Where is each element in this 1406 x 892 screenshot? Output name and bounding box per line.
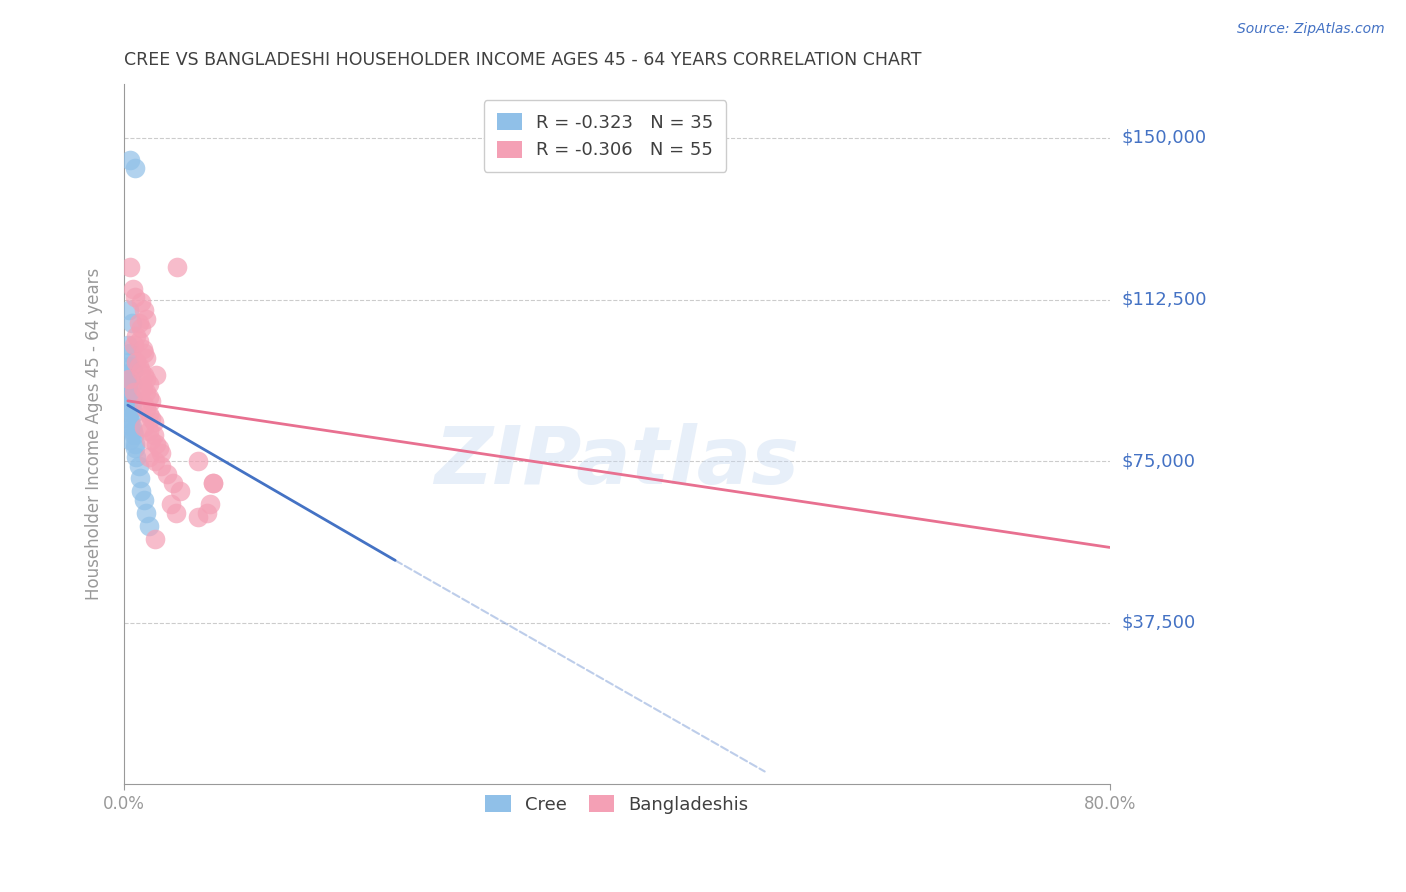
Point	[131, 484, 153, 499]
Point	[120, 153, 142, 167]
Point	[135, 372, 157, 386]
Point	[120, 433, 142, 447]
Point	[118, 355, 141, 369]
Point	[121, 316, 143, 330]
Point	[122, 338, 145, 352]
Point	[121, 393, 143, 408]
Point	[135, 402, 157, 417]
Point	[195, 506, 218, 520]
Point	[129, 471, 152, 485]
Point	[141, 411, 163, 425]
Point	[201, 475, 224, 490]
Point	[135, 351, 157, 365]
Point	[128, 359, 150, 374]
Point	[131, 294, 153, 309]
Point	[120, 416, 142, 430]
Point	[122, 385, 145, 400]
Text: $112,500: $112,500	[1122, 291, 1206, 309]
Text: CREE VS BANGLADESHI HOUSEHOLDER INCOME AGES 45 - 64 YEARS CORRELATION CHART: CREE VS BANGLADESHI HOUSEHOLDER INCOME A…	[124, 51, 922, 69]
Point	[160, 497, 183, 511]
Point	[132, 419, 155, 434]
Point	[169, 484, 191, 499]
Point	[142, 428, 165, 442]
Point	[120, 372, 142, 386]
Point	[124, 442, 146, 456]
Point	[143, 532, 166, 546]
Legend: Cree, Bangladeshis: Cree, Bangladeshis	[474, 784, 759, 824]
Point	[117, 381, 139, 395]
Point	[131, 381, 153, 395]
Point	[118, 368, 141, 382]
Point	[121, 419, 143, 434]
Point	[132, 398, 155, 412]
Point	[121, 364, 143, 378]
Point	[138, 424, 160, 438]
Text: Source: ZipAtlas.com: Source: ZipAtlas.com	[1237, 22, 1385, 37]
Point	[131, 364, 153, 378]
Point	[121, 402, 143, 417]
Point	[132, 346, 155, 360]
Point	[118, 411, 141, 425]
Point	[128, 334, 150, 348]
Point	[200, 497, 222, 511]
Point	[121, 364, 143, 378]
Point	[145, 437, 167, 451]
Point	[124, 437, 146, 451]
Point	[118, 303, 141, 318]
Point	[135, 506, 157, 520]
Point	[120, 398, 142, 412]
Point	[148, 442, 170, 456]
Point	[150, 445, 173, 459]
Y-axis label: Householder Income Ages 45 - 64 years: Householder Income Ages 45 - 64 years	[86, 268, 103, 600]
Point	[141, 393, 163, 408]
Point	[131, 342, 153, 356]
Point	[145, 368, 167, 382]
Point	[118, 385, 141, 400]
Point	[132, 493, 155, 508]
Point	[121, 376, 143, 391]
Point	[122, 428, 145, 442]
Point	[187, 454, 209, 468]
Point	[125, 355, 148, 369]
Point	[125, 329, 148, 343]
Point	[121, 407, 143, 421]
Point	[165, 506, 187, 520]
Point	[166, 260, 188, 275]
Point	[118, 372, 141, 386]
Text: $75,000: $75,000	[1122, 452, 1195, 470]
Point	[117, 338, 139, 352]
Point	[135, 312, 157, 326]
Text: $150,000: $150,000	[1122, 129, 1206, 147]
Point	[132, 303, 155, 318]
Point	[120, 359, 142, 374]
Point	[156, 467, 179, 482]
Point	[128, 316, 150, 330]
Text: $37,500: $37,500	[1122, 614, 1195, 632]
Point	[143, 454, 166, 468]
Point	[124, 161, 146, 176]
Point	[162, 475, 184, 490]
Point	[138, 376, 160, 391]
Point	[187, 510, 209, 524]
Point	[132, 368, 155, 382]
Point	[135, 385, 157, 400]
Point	[121, 282, 143, 296]
Point	[131, 320, 153, 334]
Point	[141, 433, 163, 447]
Point	[138, 390, 160, 404]
Point	[142, 416, 165, 430]
Point	[138, 450, 160, 464]
Point	[121, 424, 143, 438]
Point	[128, 458, 150, 473]
Point	[138, 519, 160, 533]
Point	[124, 290, 146, 304]
Point	[121, 390, 143, 404]
Point	[125, 450, 148, 464]
Point	[138, 407, 160, 421]
Point	[120, 346, 142, 360]
Point	[201, 475, 224, 490]
Point	[150, 458, 173, 473]
Text: ZIPatlas: ZIPatlas	[434, 424, 800, 501]
Point	[120, 260, 142, 275]
